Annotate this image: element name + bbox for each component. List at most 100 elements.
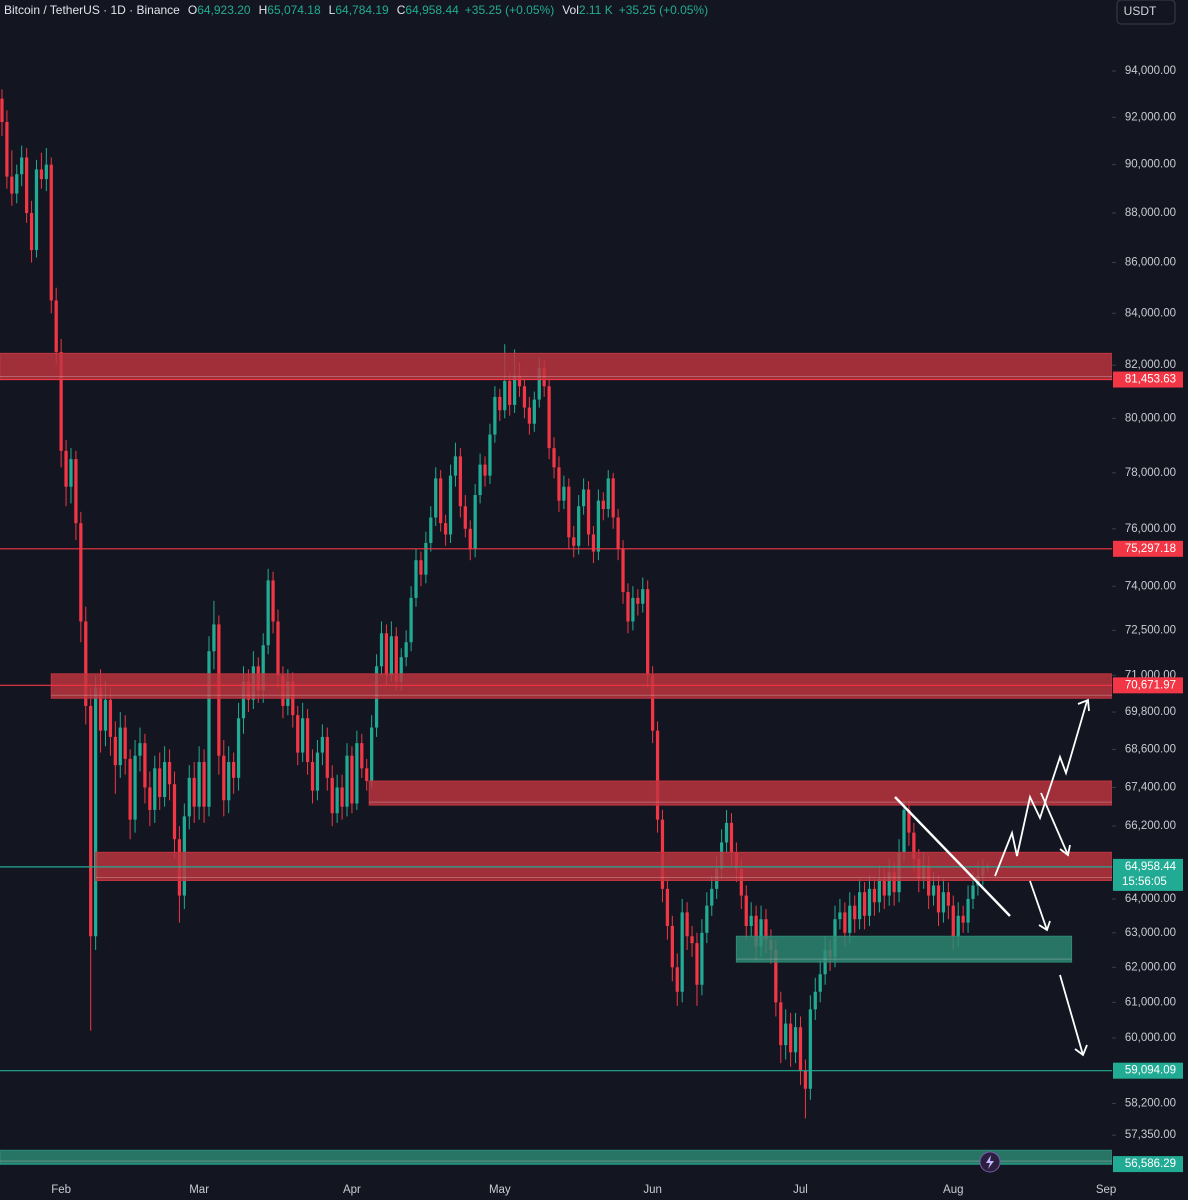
candle-body — [227, 762, 231, 801]
candle-body — [562, 486, 566, 501]
candle-body — [655, 730, 660, 820]
y-tick-label: 64,000.00 — [1125, 893, 1176, 905]
price-tag — [1113, 858, 1183, 891]
zone — [0, 352, 1113, 381]
y-tick-label: 57,350.00 — [1125, 1129, 1176, 1141]
candle-body — [744, 895, 748, 927]
candle-body — [813, 991, 817, 1010]
candle-body — [448, 475, 453, 535]
zone — [0, 1149, 1113, 1165]
candle-body — [483, 464, 487, 476]
x-tick-label: Sep — [1096, 1184, 1116, 1196]
y-tick-label: 68,600.00 — [1125, 743, 1176, 755]
field-value: 65,074.18 — [267, 3, 321, 17]
candle-body — [271, 580, 275, 622]
candle-body — [956, 915, 960, 937]
arrow-head — [1074, 1044, 1088, 1057]
candle-body — [345, 755, 349, 807]
zone — [735, 935, 1073, 963]
currency-button[interactable] — [1116, 0, 1176, 25]
candle-body — [320, 736, 324, 753]
candle-body — [848, 905, 852, 933]
y-tick-label: 86,000.00 — [1125, 257, 1176, 269]
candle-body — [754, 915, 758, 947]
y-tick-label: 67,400.00 — [1125, 781, 1176, 793]
candle-body — [84, 621, 88, 706]
candle-body — [93, 687, 98, 937]
candle-body — [887, 872, 891, 896]
candle-body — [774, 949, 778, 1003]
candle-body — [936, 885, 941, 913]
candle-body — [877, 878, 881, 903]
candle-body — [586, 489, 591, 535]
candle-body — [784, 1023, 788, 1046]
price-tag — [1113, 1062, 1183, 1079]
candle-body — [838, 912, 842, 920]
price-tag-label: 70,671.97 — [1125, 679, 1176, 691]
y-tick-label: 88,000.00 — [1125, 207, 1176, 219]
legend-header: Bitcoin / TetherUS · 1D · Binance O64,923… — [4, 3, 708, 17]
y-tick-label: 76,000.00 — [1125, 523, 1176, 535]
candle-body — [74, 459, 78, 524]
candle-body — [434, 478, 438, 518]
currency[interactable]: USDT — [1124, 4, 1157, 18]
candle-body — [695, 943, 699, 985]
candle-body — [621, 548, 625, 593]
candle-body — [325, 736, 329, 778]
candle-body — [493, 396, 497, 435]
candle-body — [89, 705, 93, 937]
arrow-head — [1077, 698, 1090, 712]
y-tick-label: 84,000.00 — [1125, 307, 1176, 319]
candle-body — [858, 892, 862, 920]
candle-body — [872, 888, 877, 903]
candle-body — [197, 762, 201, 807]
candle-body — [522, 386, 527, 408]
candle-body — [453, 456, 458, 476]
candle-body — [759, 919, 763, 947]
candle-body — [394, 636, 398, 682]
candle-body — [882, 878, 886, 896]
candle-body — [641, 589, 645, 604]
field-key: L — [329, 3, 336, 17]
candle-body — [739, 868, 743, 896]
candle-body — [473, 495, 477, 549]
candle-body — [606, 478, 610, 510]
x-tick-label: Jun — [643, 1184, 662, 1196]
candle-body — [158, 768, 162, 798]
candle-body — [488, 434, 492, 476]
candle-body — [902, 809, 906, 853]
candle-body — [443, 523, 448, 535]
field-value: 64,784.19 — [335, 3, 389, 17]
candle-body — [458, 456, 463, 507]
arrow-down — [1029, 880, 1048, 931]
candle-body — [710, 888, 714, 906]
candle-body — [335, 787, 339, 814]
candle-body — [163, 762, 167, 798]
candle-body — [49, 164, 53, 301]
candle-body — [138, 743, 142, 756]
candle-body — [946, 892, 950, 906]
candle-body — [803, 1070, 808, 1089]
x-tick-label: Aug — [943, 1184, 963, 1196]
y-tick-label: 61,000.00 — [1125, 996, 1176, 1008]
candle-body — [39, 169, 44, 180]
candle-body — [498, 396, 502, 411]
candle-body — [103, 699, 108, 731]
candle-body — [212, 624, 216, 652]
candle-body — [779, 1002, 783, 1046]
candle-body — [951, 905, 955, 937]
arrow-head — [1038, 920, 1051, 932]
candle-body — [966, 898, 970, 923]
y-tick-label: 90,000.00 — [1125, 159, 1176, 171]
candle-body — [0, 98, 4, 122]
candle-body — [414, 560, 418, 598]
candle-body — [646, 589, 650, 676]
zigzag-arrow — [994, 700, 1088, 877]
candle-body — [315, 752, 320, 791]
candle-body — [788, 1023, 793, 1053]
candle-body — [557, 467, 561, 501]
candle-body — [202, 762, 206, 807]
candle-body — [310, 762, 315, 791]
candle-body — [44, 164, 48, 180]
